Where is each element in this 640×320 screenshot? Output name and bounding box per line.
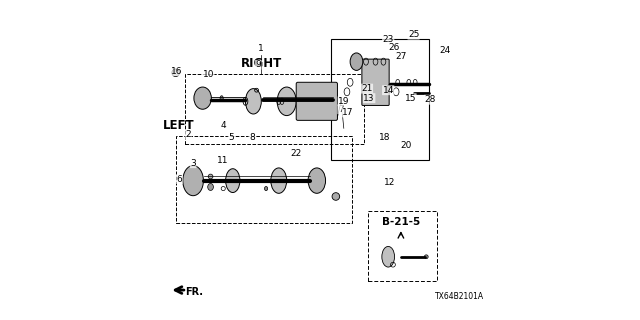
Text: 17: 17	[342, 108, 354, 117]
Text: TX64B2101A: TX64B2101A	[435, 292, 484, 301]
Bar	[331, 39, 429, 160]
Ellipse shape	[226, 169, 240, 193]
Ellipse shape	[308, 168, 326, 193]
FancyBboxPatch shape	[362, 59, 389, 105]
Bar	[367, 211, 437, 281]
Ellipse shape	[382, 246, 394, 267]
Ellipse shape	[208, 174, 213, 179]
Ellipse shape	[183, 165, 204, 196]
Text: 26: 26	[388, 43, 399, 52]
Bar	[175, 136, 352, 223]
Text: 22: 22	[291, 149, 302, 158]
Text: 12: 12	[384, 178, 396, 187]
Text: 8: 8	[249, 133, 255, 142]
Text: 23: 23	[383, 35, 394, 44]
Text: 13: 13	[364, 94, 375, 103]
Text: 11: 11	[216, 156, 228, 164]
Text: FR.: FR.	[185, 287, 203, 297]
Ellipse shape	[220, 96, 223, 100]
Text: 18: 18	[380, 133, 391, 142]
Text: 7: 7	[338, 105, 344, 114]
Text: 24: 24	[439, 46, 451, 55]
Text: B-21-5: B-21-5	[382, 217, 420, 227]
Circle shape	[332, 193, 340, 200]
Text: 2: 2	[186, 130, 191, 139]
Text: 1: 1	[259, 44, 264, 53]
Text: RIGHT: RIGHT	[241, 57, 282, 70]
Text: 5: 5	[228, 133, 234, 142]
Ellipse shape	[350, 53, 363, 70]
Text: 9: 9	[255, 60, 261, 69]
Text: 3: 3	[190, 159, 196, 168]
Ellipse shape	[194, 87, 211, 109]
Circle shape	[172, 69, 179, 76]
Ellipse shape	[246, 89, 261, 114]
Text: 10: 10	[203, 70, 214, 79]
Text: LEFT: LEFT	[163, 119, 195, 132]
Text: 14: 14	[383, 86, 394, 95]
Text: 15: 15	[404, 94, 416, 103]
Text: 25: 25	[408, 30, 419, 39]
Bar	[185, 74, 364, 144]
Text: 27: 27	[396, 52, 406, 61]
Ellipse shape	[277, 87, 296, 116]
Text: 20: 20	[400, 141, 412, 150]
Ellipse shape	[208, 183, 213, 190]
Text: 6: 6	[177, 174, 182, 184]
Ellipse shape	[271, 168, 287, 193]
Ellipse shape	[264, 187, 268, 191]
Text: 4: 4	[220, 121, 226, 130]
Ellipse shape	[424, 255, 428, 259]
FancyBboxPatch shape	[296, 82, 337, 120]
Text: 21: 21	[361, 84, 372, 93]
Text: 28: 28	[424, 95, 436, 104]
Text: 19: 19	[338, 97, 349, 106]
Text: 16: 16	[171, 67, 182, 76]
